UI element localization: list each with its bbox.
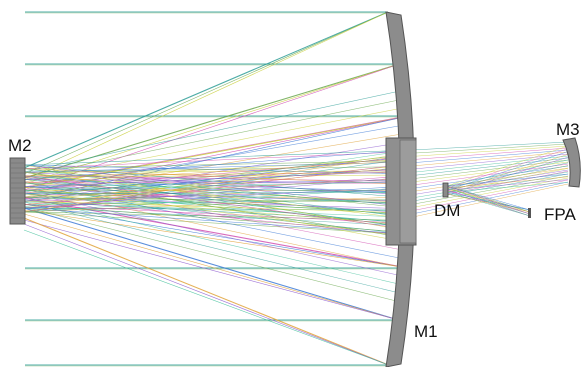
ray bbox=[23, 191, 411, 195]
ray bbox=[411, 153, 569, 170]
ray bbox=[23, 197, 411, 236]
ray bbox=[23, 154, 411, 213]
ray bbox=[411, 159, 569, 180]
m3-tertiary-mirror bbox=[562, 137, 581, 188]
ray bbox=[23, 151, 411, 169]
ray bbox=[23, 217, 389, 366]
ray bbox=[23, 204, 411, 233]
ray bbox=[411, 157, 569, 176]
ray bbox=[23, 213, 399, 321]
ray bbox=[23, 89, 405, 173]
ray bbox=[446, 191, 531, 211]
m1-label: M1 bbox=[414, 322, 438, 341]
ray bbox=[23, 201, 404, 295]
dm-label: DM bbox=[434, 201, 461, 220]
ray bbox=[23, 207, 411, 211]
ray bbox=[23, 186, 411, 238]
m2-mirror-ribs bbox=[11, 162, 24, 219]
ray bbox=[23, 209, 409, 269]
ray bbox=[446, 185, 531, 215]
ray bbox=[446, 193, 531, 213]
ray bbox=[446, 185, 531, 211]
ray bbox=[23, 63, 400, 179]
ray bbox=[446, 173, 569, 187]
ray bbox=[446, 182, 569, 193]
ray bbox=[411, 155, 569, 173]
ray bbox=[23, 200, 411, 214]
ray bbox=[23, 196, 406, 286]
ray bbox=[446, 179, 569, 191]
m2-secondary-mirror bbox=[9, 157, 26, 225]
ray bbox=[23, 115, 409, 189]
ray bbox=[411, 145, 569, 157]
ray bbox=[23, 197, 411, 212]
ray bbox=[23, 98, 407, 178]
ray bbox=[23, 197, 409, 269]
ray bbox=[23, 11, 389, 169]
ray bbox=[411, 163, 569, 186]
m2-return-ray-bundle bbox=[23, 149, 411, 239]
ray bbox=[23, 106, 408, 183]
fpa-detector bbox=[528, 208, 531, 218]
ray bbox=[23, 203, 409, 269]
ray bbox=[411, 181, 569, 215]
m3-label: M3 bbox=[556, 120, 580, 139]
ray bbox=[446, 187, 531, 217]
ray bbox=[23, 11, 389, 181]
ray bbox=[23, 191, 407, 278]
ray bbox=[411, 143, 569, 154]
ray bbox=[411, 179, 569, 212]
ray bbox=[23, 219, 399, 321]
ray bbox=[23, 229, 389, 366]
ray bbox=[23, 200, 411, 223]
incoming-ray-bundle bbox=[25, 11, 409, 367]
ray bbox=[23, 193, 411, 226]
m2-label: M2 bbox=[8, 136, 32, 155]
ray bbox=[23, 207, 411, 235]
ray bbox=[23, 207, 399, 321]
ray bbox=[23, 189, 411, 215]
ray bbox=[446, 191, 531, 217]
ray bbox=[23, 149, 411, 166]
ray bbox=[23, 223, 389, 366]
ray bbox=[411, 141, 569, 151]
ray bbox=[411, 149, 569, 164]
ray bbox=[23, 149, 411, 180]
m1-central-baffle-inner bbox=[399, 139, 417, 244]
ray bbox=[446, 145, 569, 187]
ray bbox=[411, 165, 569, 189]
ray bbox=[23, 63, 400, 191]
ray bbox=[23, 204, 411, 224]
dm-deformable-mirror bbox=[442, 182, 449, 198]
ray bbox=[411, 175, 569, 205]
ray bbox=[411, 167, 569, 192]
ray bbox=[411, 177, 569, 208]
ray bbox=[23, 197, 411, 203]
ray bbox=[23, 170, 411, 187]
ray bbox=[23, 206, 403, 303]
ray bbox=[23, 211, 411, 221]
ray bbox=[23, 211, 412, 235]
ray bbox=[23, 186, 411, 205]
fpa-label: FPA bbox=[544, 205, 576, 224]
ray bbox=[446, 176, 569, 189]
ray bbox=[411, 173, 569, 202]
ray bbox=[411, 147, 569, 160]
ray bbox=[411, 169, 569, 196]
ray bbox=[23, 181, 411, 191]
ray bbox=[446, 185, 531, 213]
m3-ray-bundle bbox=[411, 141, 569, 218]
ray bbox=[23, 11, 389, 175]
ray bbox=[446, 159, 569, 187]
